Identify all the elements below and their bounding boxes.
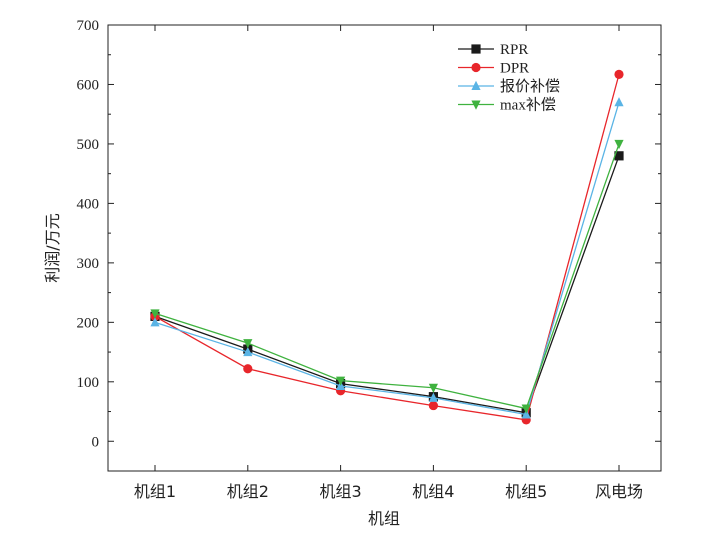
series-line: [154, 102, 620, 416]
series-4: [150, 139, 624, 414]
x-tick-label: 风电场: [595, 482, 643, 501]
data-point: [243, 364, 253, 374]
data-point: [243, 339, 253, 349]
legend-marker: [471, 80, 481, 90]
data-point: [614, 69, 624, 79]
y-tick-label: 600: [77, 77, 100, 93]
legend-marker: [471, 100, 481, 110]
x-tick-label: 机组1: [134, 482, 176, 501]
y-tick-label: 0: [92, 434, 100, 450]
x-tick-label: 机组3: [320, 482, 362, 501]
legend-label: RPR: [500, 42, 528, 58]
legend-label: max补偿: [500, 97, 556, 114]
legend-marker: [471, 62, 481, 73]
legend-item: max补偿: [458, 97, 556, 114]
x-tick-label: 机组2: [227, 482, 269, 501]
data-point: [428, 392, 438, 402]
y-tick-label: 100: [77, 375, 100, 391]
x-axis-label: 机组: [368, 509, 400, 528]
x-axis: 机组1 机组2 机组3 机组4 机组5 风电场: [134, 25, 643, 501]
series-line: [154, 74, 620, 421]
y-tick-label: 200: [77, 315, 100, 331]
y-axis: 0 100 200 300 400 500 600 700: [77, 18, 661, 450]
y-tick-label: 700: [77, 18, 100, 34]
data-point: [150, 317, 160, 327]
series-layer: [150, 69, 624, 425]
series-2: [150, 69, 624, 425]
data-point: [521, 404, 531, 414]
series-line: [154, 143, 620, 410]
x-tick-label: 机组5: [505, 482, 547, 501]
y-tick-label: 300: [77, 256, 100, 272]
y-tick-label: 400: [77, 196, 100, 212]
plot-area-frame: [107, 24, 662, 472]
x-tick-label: 机组4: [412, 482, 454, 501]
data-point: [243, 346, 253, 357]
data-point: [150, 309, 160, 319]
legend-item: RPR: [458, 42, 528, 58]
data-point: [521, 409, 531, 419]
data-point: [614, 151, 624, 161]
data-point: [428, 383, 438, 393]
legend-item: 报价补偿: [458, 78, 560, 95]
series-1: [150, 151, 624, 418]
data-point: [428, 400, 438, 411]
y-tick-label: 500: [77, 137, 100, 153]
y-axis-label: 利润/万元: [43, 213, 62, 282]
legend-marker: [471, 44, 481, 54]
series-3: [150, 97, 624, 419]
legend-label: 报价补偿: [500, 78, 560, 95]
data-point: [336, 376, 346, 386]
legend-item: DPR: [458, 61, 529, 77]
data-point: [614, 139, 624, 150]
legend-label: DPR: [500, 61, 529, 77]
data-point: [614, 97, 624, 107]
series-line: [154, 155, 620, 414]
